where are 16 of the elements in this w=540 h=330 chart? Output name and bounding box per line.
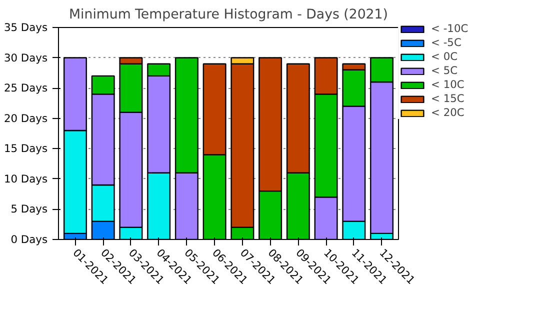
y-tick-label: 10 Days: [4, 172, 48, 186]
legend-label: < 20C: [431, 106, 464, 119]
legend-label: < 5C: [431, 64, 458, 77]
y-tick-label: 5 Days: [10, 202, 48, 216]
legend-label: < 0C: [431, 50, 458, 63]
legend-label: < 10C: [431, 78, 464, 91]
y-tick-label: 35 Days: [4, 21, 48, 34]
y-tick-label: 0 Days: [10, 233, 48, 246]
y-tick-label: 25 Days: [4, 82, 48, 95]
y-tick-label: 30 Days: [4, 51, 48, 64]
legend-label: < -5C: [431, 36, 462, 49]
chart-title: Minimum Temperature Histogram - Days (2021): [69, 8, 388, 22]
y-tick-label: 15 Days: [4, 142, 48, 156]
legend-label: < -10C: [431, 22, 468, 35]
y-tick-label: 20 Days: [4, 112, 48, 125]
legend-label: < 15C: [431, 92, 464, 105]
